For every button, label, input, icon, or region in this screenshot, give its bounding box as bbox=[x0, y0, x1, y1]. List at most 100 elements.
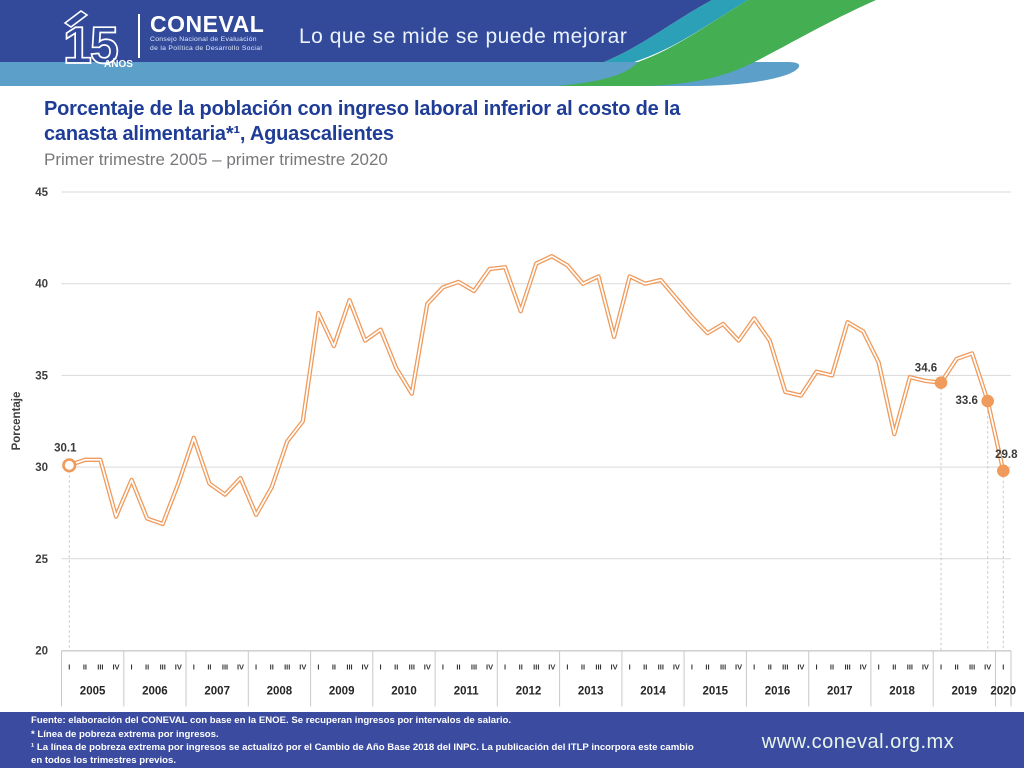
quarter-tick-label: III bbox=[222, 663, 228, 672]
anniversary-15-logo: 15 AÑOS bbox=[62, 8, 142, 70]
quarter-tick-label: I bbox=[815, 663, 817, 672]
coneval-subtitle-line1: Consejo Nacional de Evaluación bbox=[150, 36, 257, 43]
logo-divider bbox=[138, 14, 140, 58]
quarter-tick-label: II bbox=[643, 663, 647, 672]
quarter-tick-label: IV bbox=[673, 663, 680, 672]
quarter-tick-label: IV bbox=[922, 663, 929, 672]
quarter-tick-label: II bbox=[519, 663, 523, 672]
quarter-tick-label: I bbox=[380, 663, 382, 672]
quarter-tick-label: I bbox=[1002, 663, 1004, 672]
year-label: 2015 bbox=[703, 686, 729, 698]
data-point-marker bbox=[981, 394, 994, 408]
source-notes: Fuente: elaboración del CONEVAL con base… bbox=[31, 715, 703, 768]
quarter-tick-label: III bbox=[720, 663, 726, 672]
year-label: 2019 bbox=[952, 686, 978, 698]
quarter-tick-label: II bbox=[394, 663, 398, 672]
title-block: Porcentaje de la población con ingreso l… bbox=[44, 97, 924, 170]
quarter-tick-label: III bbox=[471, 663, 477, 672]
quarter-tick-label: IV bbox=[424, 663, 431, 672]
year-label: 2006 bbox=[142, 686, 168, 698]
header-teal-swoosh bbox=[604, 0, 748, 62]
website-url: www.coneval.org.mx bbox=[761, 731, 955, 753]
y-axis-tick-label: 35 bbox=[35, 370, 48, 382]
quarter-tick-label: IV bbox=[362, 663, 369, 672]
year-label: 2017 bbox=[827, 686, 853, 698]
quarter-tick-label: III bbox=[284, 663, 290, 672]
quarter-tick-label: III bbox=[595, 663, 601, 672]
coneval-subtitle-line2: de la Política de Desarrollo Social bbox=[150, 44, 263, 52]
quarter-tick-label: I bbox=[131, 663, 133, 672]
quarter-tick-label: II bbox=[207, 663, 211, 672]
quarter-tick-label: I bbox=[691, 663, 693, 672]
y-axis-tick-label: 25 bbox=[35, 554, 48, 566]
quarter-tick-label: IV bbox=[486, 663, 493, 672]
data-point-label: 29.8 bbox=[995, 449, 1018, 461]
quarter-tick-label: IV bbox=[797, 663, 804, 672]
year-label: 2005 bbox=[80, 686, 106, 698]
quarter-tick-label: II bbox=[581, 663, 585, 672]
data-point-label: 33.6 bbox=[956, 395, 978, 407]
year-label: 2007 bbox=[204, 686, 230, 698]
quarter-tick-label: IV bbox=[112, 663, 119, 672]
quarter-tick-label: II bbox=[830, 663, 834, 672]
quarter-tick-label: III bbox=[533, 663, 539, 672]
y-axis-tick-label: 20 bbox=[35, 646, 48, 658]
quarter-tick-label: I bbox=[442, 663, 444, 672]
quarter-tick-label: IV bbox=[299, 663, 306, 672]
data-point-label: 30.1 bbox=[54, 442, 77, 454]
quarter-tick-label: II bbox=[270, 663, 274, 672]
quarter-tick-label: III bbox=[97, 663, 103, 672]
y-axis-tick-label: 40 bbox=[35, 279, 48, 291]
chart-title-line2: canasta alimentaria*¹, Aguascalientes bbox=[44, 123, 394, 145]
quarter-tick-label: IV bbox=[548, 663, 555, 672]
source-note-3: ¹ La línea de pobreza extrema por ingres… bbox=[31, 742, 694, 766]
quarter-tick-label: II bbox=[145, 663, 149, 672]
source-note-1: Fuente: elaboración del CONEVAL con base… bbox=[31, 715, 512, 726]
quarter-tick-label: II bbox=[83, 663, 87, 672]
quarter-tick-label: IV bbox=[860, 663, 867, 672]
quarter-tick-label: I bbox=[68, 663, 70, 672]
quarter-tick-label: IV bbox=[611, 663, 618, 672]
footer-blue-bar bbox=[0, 712, 1024, 768]
year-label: 2010 bbox=[391, 686, 417, 698]
quarter-tick-label: III bbox=[346, 663, 352, 672]
quarter-tick-label: I bbox=[317, 663, 319, 672]
quarter-tick-label: III bbox=[907, 663, 913, 672]
year-label: 2018 bbox=[889, 686, 915, 698]
quarter-tick-label: III bbox=[969, 663, 975, 672]
y-axis-title: Porcentaje bbox=[11, 392, 23, 451]
year-label: 2020 bbox=[990, 686, 1016, 698]
quarter-tick-label: II bbox=[892, 663, 896, 672]
header-green-swoosh bbox=[556, 0, 876, 86]
quarter-tick-label: III bbox=[658, 663, 664, 672]
quarter-tick-label: II bbox=[955, 663, 959, 672]
quarter-tick-label: IV bbox=[175, 663, 182, 672]
year-label: 2009 bbox=[329, 686, 355, 698]
quarter-tick-label: III bbox=[844, 663, 850, 672]
data-point-marker bbox=[934, 376, 948, 390]
quarter-tick-label: I bbox=[878, 663, 880, 672]
quarter-tick-label: I bbox=[504, 663, 506, 672]
chart-subtitle: Primer trimestre 2005 – primer trimestre… bbox=[44, 150, 388, 169]
quarter-tick-label: I bbox=[629, 663, 631, 672]
quarter-tick-label: III bbox=[160, 663, 166, 672]
logo-15-text: 15 bbox=[63, 17, 118, 70]
year-label: 2014 bbox=[640, 686, 666, 698]
data-point-marker bbox=[997, 464, 1010, 478]
coneval-wordmark: CONEVAL bbox=[150, 11, 265, 37]
year-label: 2013 bbox=[578, 686, 604, 698]
quarter-tick-label: IV bbox=[984, 663, 991, 672]
y-axis-tick-label: 30 bbox=[35, 462, 48, 474]
year-label: 2012 bbox=[516, 686, 542, 698]
header-banner bbox=[0, 0, 876, 86]
logo-flag-icon bbox=[63, 10, 89, 28]
quarter-tick-label: IV bbox=[735, 663, 742, 672]
logo-anios-text: AÑOS bbox=[104, 57, 133, 70]
quarter-tick-label: I bbox=[193, 663, 195, 672]
quarter-tick-label: I bbox=[566, 663, 568, 672]
data-point-marker-open bbox=[62, 458, 77, 473]
quarter-tick-label: II bbox=[332, 663, 336, 672]
year-label: 2008 bbox=[267, 686, 293, 698]
quarter-tick-label: III bbox=[409, 663, 415, 672]
